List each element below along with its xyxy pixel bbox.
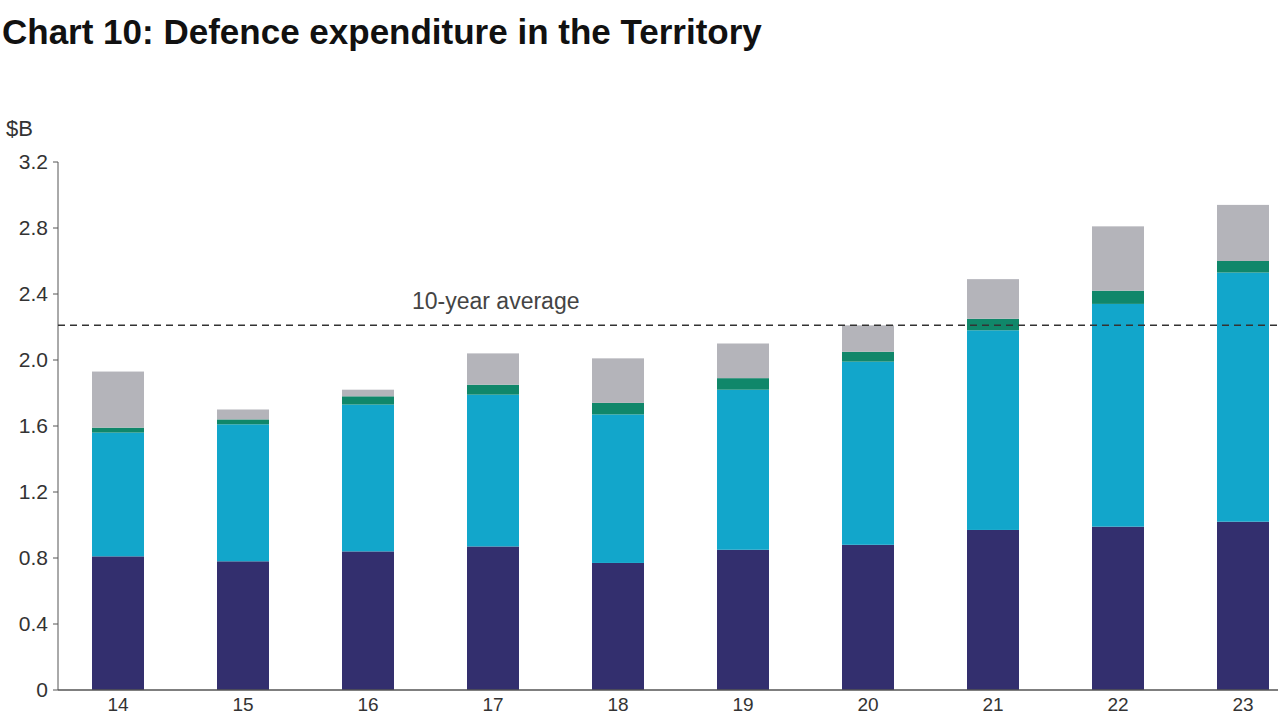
bar-segment — [717, 344, 769, 379]
bar-segment — [1217, 522, 1269, 690]
x-tick-label: 16 — [357, 694, 378, 715]
y-tick-label: 2.0 — [19, 348, 48, 371]
bar-segment — [217, 561, 269, 690]
bars — [92, 205, 1269, 690]
y-tick-label: 1.2 — [19, 480, 48, 503]
y-tick-label: 3.2 — [19, 150, 48, 173]
y-tick-label: 1.6 — [19, 414, 48, 437]
bar-segment — [717, 390, 769, 550]
bar-segment — [467, 546, 519, 690]
x-axis — [58, 689, 1278, 691]
bar-segment — [592, 563, 644, 690]
y-tick-label: 0.8 — [19, 546, 48, 569]
y-tick-label: 2.4 — [19, 282, 49, 305]
y-tick-label: 0.4 — [19, 612, 49, 635]
bar-segment — [467, 395, 519, 547]
bar-segment — [217, 424, 269, 561]
bar-segment — [92, 433, 144, 557]
bar-segment — [342, 396, 394, 404]
bar-segment — [1217, 261, 1269, 273]
y-tick — [53, 228, 58, 229]
y-tick-label: 0 — [36, 678, 48, 701]
y-tick — [53, 492, 58, 493]
bar-segment — [217, 410, 269, 420]
y-tick — [53, 360, 58, 361]
bar-segment — [967, 530, 1019, 690]
bar-segment — [842, 545, 894, 690]
average-line — [58, 325, 1278, 327]
y-axis-label: $B — [6, 116, 33, 141]
bar-segment — [842, 352, 894, 362]
x-tick-label: 19 — [732, 694, 753, 715]
bar-segment — [842, 362, 894, 545]
bar-segment — [1092, 291, 1144, 304]
y-tick — [53, 294, 58, 295]
bar-segment — [342, 551, 394, 690]
annotation: 10-year average — [412, 288, 580, 314]
x-tick-label: 22 — [1107, 694, 1128, 715]
y-tick-label: 2.8 — [19, 216, 48, 239]
bar-segment — [1092, 527, 1144, 690]
bar-segment — [1092, 226, 1144, 290]
bar-segment — [92, 428, 144, 433]
bar-segment — [717, 550, 769, 690]
bar-segment — [467, 353, 519, 384]
x-tick-label: 20 — [857, 694, 878, 715]
x-tick-label: 14 — [107, 694, 129, 715]
x-tick-label: 18 — [607, 694, 628, 715]
bar-segment — [1217, 205, 1269, 261]
bar-segment — [592, 358, 644, 403]
bar-segment — [967, 319, 1019, 331]
y-tick — [53, 690, 58, 691]
bar-segment — [1092, 304, 1144, 527]
title: Chart 10: Defence expenditure in the Ter… — [2, 12, 762, 51]
bar-segment — [342, 390, 394, 397]
x-tick-label: 15 — [232, 694, 253, 715]
y-tick — [53, 426, 58, 427]
bar-segment — [342, 405, 394, 552]
y-tick — [53, 624, 58, 625]
bar-segment — [592, 403, 644, 415]
bar-segment — [467, 385, 519, 395]
bar-segment — [967, 330, 1019, 530]
bar-segment — [1217, 273, 1269, 522]
bar-segment — [592, 414, 644, 563]
bar-segment — [717, 378, 769, 390]
bar-segment — [92, 556, 144, 690]
y-tick — [53, 162, 58, 163]
x-tick-label: 23 — [1232, 694, 1253, 715]
bar-segment — [967, 279, 1019, 319]
y-axis — [58, 162, 59, 690]
chart: Chart 10: Defence expenditure in the Ter… — [0, 0, 1280, 719]
bar-segment — [842, 325, 894, 351]
x-tick-label: 21 — [982, 694, 1003, 715]
y-tick — [53, 558, 58, 559]
x-tick-label: 17 — [482, 694, 503, 715]
bar-segment — [92, 372, 144, 428]
bar-segment — [217, 419, 269, 424]
